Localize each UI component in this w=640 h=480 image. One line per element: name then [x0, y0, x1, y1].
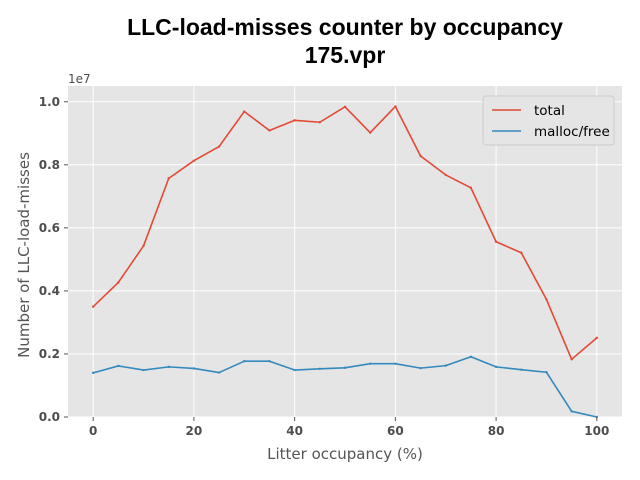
data-point-total — [293, 119, 296, 122]
data-point-malloc-free — [91, 371, 95, 375]
data-point-total — [343, 105, 347, 109]
legend-box — [482, 95, 615, 146]
data-point-total — [469, 186, 473, 190]
x-tick-label: 100 — [584, 424, 609, 438]
data-point-total — [394, 105, 397, 108]
data-point-malloc-free — [419, 366, 422, 370]
data-point-total — [444, 173, 447, 177]
data-point-malloc-free — [469, 355, 473, 358]
x-tick-label: 20 — [186, 424, 203, 438]
data-point-total — [494, 240, 498, 243]
data-point-total — [91, 305, 95, 308]
grid-lines — [68, 86, 622, 418]
data-point-total — [318, 121, 322, 124]
y-tick-label: 1.0 — [39, 95, 60, 109]
x-tick-label: 60 — [387, 424, 404, 438]
series-lines — [91, 105, 599, 419]
legend: total malloc/free — [482, 95, 615, 146]
data-point-malloc-free — [217, 371, 221, 374]
y-axis-ticks: 0.0 0.2 0.4 0.6 0.8 1.0 — [39, 95, 68, 424]
data-point-malloc-free — [444, 364, 447, 367]
data-point-total — [570, 358, 573, 361]
x-tick-label: 0 — [89, 424, 97, 438]
y-tick-label: 0.2 — [39, 347, 60, 361]
data-point-total — [368, 131, 372, 134]
data-point-total — [520, 251, 523, 254]
data-point-total — [545, 298, 548, 301]
data-point-malloc-free — [394, 362, 397, 365]
data-point-total — [117, 281, 120, 284]
legend-label-total: total — [534, 103, 565, 119]
data-point-total — [142, 244, 145, 248]
data-point-malloc-free — [318, 367, 322, 370]
data-point-malloc-free — [368, 362, 372, 365]
data-point-malloc-free — [142, 368, 145, 372]
chart-title: LLC-load-misses counter by occupancy — [127, 14, 563, 40]
legend-label-malloc-free: malloc/free — [534, 124, 610, 140]
y-tick-label: 0.0 — [39, 410, 60, 424]
data-point-malloc-free — [192, 367, 196, 370]
data-point-malloc-free — [520, 368, 523, 371]
y-axis-label: Number of LLC-load-misses — [15, 152, 33, 358]
data-point-total — [268, 129, 271, 132]
data-point-malloc-free — [268, 360, 271, 363]
data-point-malloc-free — [117, 364, 120, 368]
data-point-malloc-free — [293, 368, 296, 372]
data-point-malloc-free — [343, 366, 347, 370]
y-tick-label: 0.6 — [39, 221, 60, 235]
data-point-malloc-free — [570, 410, 573, 413]
data-point-total — [243, 110, 246, 113]
data-point-total — [419, 154, 422, 158]
data-point-total — [167, 177, 170, 180]
x-axis-label: Litter occupancy (%) — [267, 445, 423, 463]
data-point-malloc-free — [494, 365, 498, 369]
data-point-malloc-free — [167, 365, 170, 369]
y-tick-label: 0.4 — [39, 284, 60, 298]
y-offset-text: 1e7 — [68, 72, 91, 86]
data-point-malloc-free — [243, 360, 246, 363]
x-tick-label: 80 — [488, 424, 505, 438]
data-point-total — [217, 145, 221, 148]
data-point-malloc-free — [545, 371, 548, 374]
x-axis-ticks: 0 20 40 60 80 100 — [89, 417, 609, 438]
data-point-total — [595, 336, 599, 340]
data-point-total — [192, 159, 196, 162]
x-tick-label: 40 — [286, 424, 303, 438]
y-tick-label: 0.8 — [39, 158, 60, 172]
chart-subtitle: 175.vpr — [305, 42, 386, 68]
